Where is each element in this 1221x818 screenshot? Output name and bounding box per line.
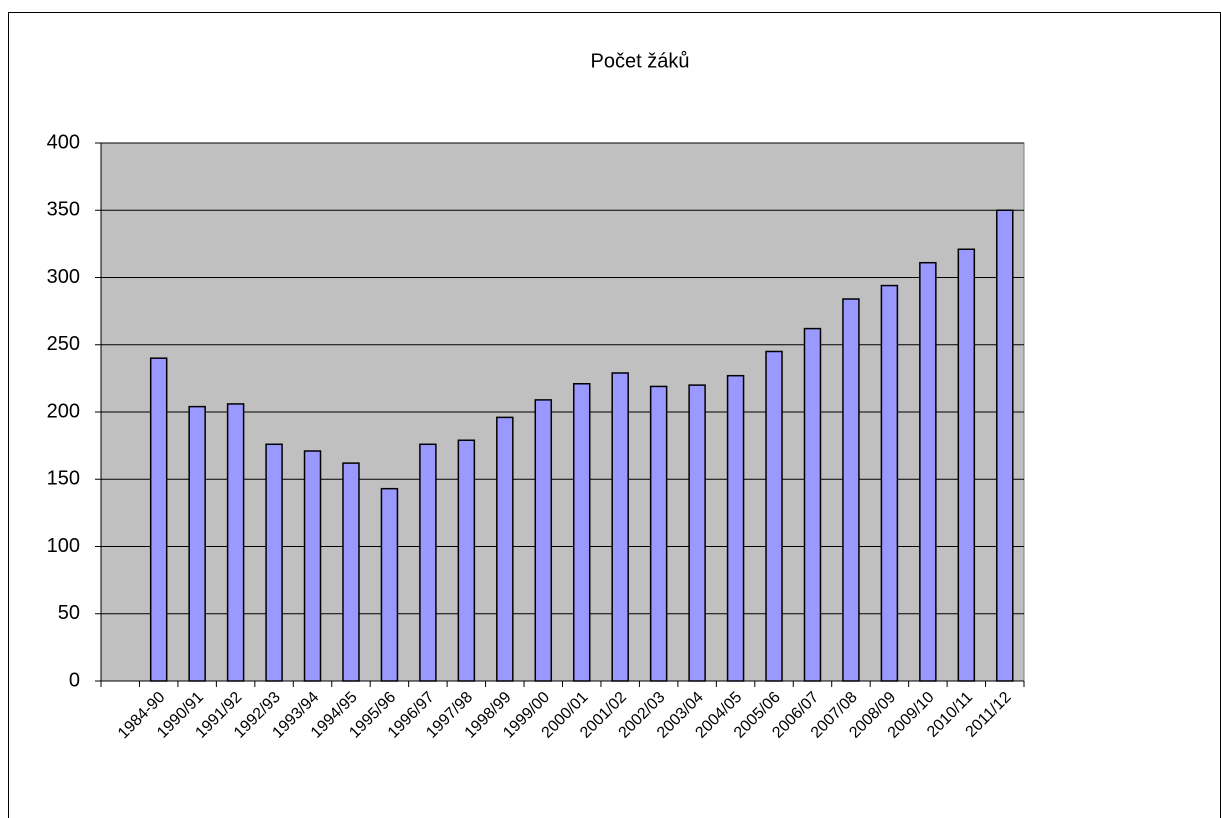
bar [265, 443, 283, 682]
y-tick-label: 150 [47, 468, 80, 490]
bar [534, 399, 553, 682]
bar [765, 350, 783, 682]
y-tick-label: 350 [47, 199, 80, 221]
bar [611, 372, 629, 682]
bar [419, 443, 437, 682]
bar [649, 385, 668, 682]
bar [496, 416, 514, 682]
y-tick-label: 100 [47, 535, 80, 557]
bar [226, 403, 245, 682]
bar [957, 248, 976, 682]
bar [572, 383, 591, 682]
bar [149, 357, 168, 682]
y-tick-label: 200 [47, 400, 80, 422]
bar [380, 487, 399, 682]
y-tick-label: 300 [47, 266, 80, 288]
bar [996, 209, 1014, 682]
y-tick-label: 400 [47, 131, 80, 153]
bar [188, 405, 206, 682]
bar [842, 298, 860, 682]
bar [457, 439, 476, 682]
y-tick-label: 0 [69, 669, 80, 691]
chart-title: Počet žáků [591, 50, 690, 72]
bar [919, 261, 937, 682]
y-tick-label: 250 [47, 333, 80, 355]
bar [726, 374, 745, 682]
bar [803, 327, 822, 682]
bar [342, 462, 360, 682]
y-tick-label: 50 [58, 602, 80, 624]
bar [880, 284, 899, 682]
bar [303, 450, 322, 682]
bar [688, 384, 706, 682]
